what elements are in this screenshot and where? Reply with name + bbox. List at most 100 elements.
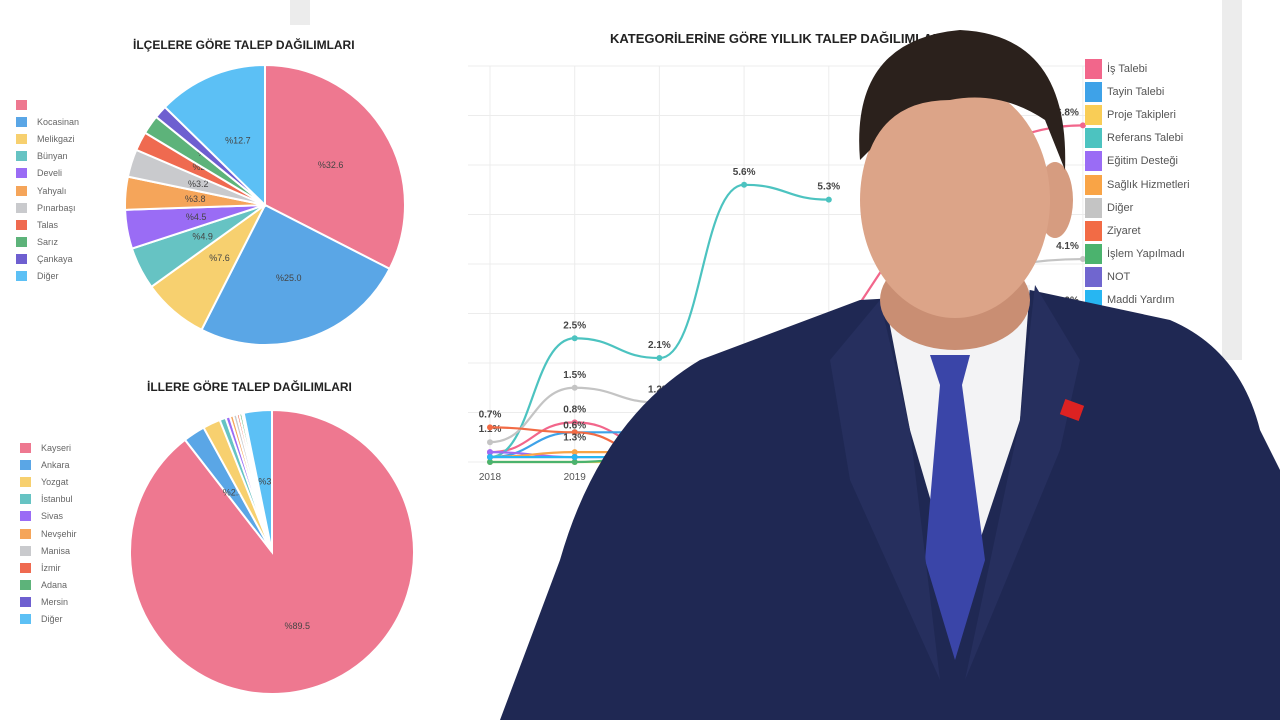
data-point[interactable] <box>487 454 493 461</box>
pie-slice[interactable] <box>163 63 266 208</box>
legend-swatch <box>1085 174 1102 195</box>
legend-swatch <box>20 562 31 573</box>
legend-swatch <box>16 168 27 179</box>
legend-label: Sağlık Hizmetleri <box>1107 178 1190 191</box>
data-label: 5.6% <box>733 167 756 178</box>
legend-label: Diğer <box>1107 201 1134 214</box>
legend-item[interactable]: Diğer <box>20 611 77 628</box>
data-point[interactable] <box>487 449 493 456</box>
legend-label: Kocasinan <box>37 116 80 127</box>
legend-item[interactable]: Diğer <box>16 268 79 285</box>
data-point[interactable] <box>487 424 493 431</box>
data-point[interactable] <box>571 335 578 342</box>
legend-label: İstanbul <box>41 494 73 505</box>
legend-swatch <box>20 511 31 522</box>
data-point[interactable] <box>825 196 832 203</box>
legend-label: Diğer <box>41 614 63 625</box>
legend-item[interactable]: Yahyalı <box>16 182 79 199</box>
legend-label: Nevşehir <box>41 528 77 539</box>
legend-swatch <box>16 271 27 282</box>
legend-item[interactable]: Kayseri <box>20 439 77 456</box>
legend-item[interactable] <box>16 96 79 113</box>
legend-label: Sarız <box>37 237 59 248</box>
data-point[interactable] <box>1079 256 1086 263</box>
legend-item[interactable]: Sağlık Hizmetleri <box>1085 173 1190 196</box>
province-pie-legend: Kayseri Ankara Yozgat İstanbul Sivas Nevşehir… <box>20 439 77 628</box>
legend-item[interactable]: Adana <box>20 577 77 594</box>
legend-item[interactable]: Çankaya <box>16 251 79 268</box>
legend-item[interactable]: Proje Takipleri <box>1085 103 1190 126</box>
legend-swatch <box>16 185 27 196</box>
legend-item[interactable]: Talas <box>16 216 79 233</box>
province-pie-title: İLLERE GÖRE TALEP DAĞILIMLARI <box>147 380 352 394</box>
legend-item[interactable]: Manisa <box>20 542 77 559</box>
data-point[interactable] <box>741 181 748 188</box>
data-point[interactable] <box>571 419 578 426</box>
legend-item[interactable]: Diğer <box>1085 196 1190 219</box>
legend-item[interactable]: Bünyan <box>16 148 79 165</box>
legend-swatch <box>1085 151 1102 172</box>
district-pie-legend: Kocasinan Melikgazi Bünyan Develi Yahyalı Pın… <box>16 96 79 285</box>
data-point[interactable] <box>571 449 578 456</box>
legend-item[interactable]: Ziyaret <box>1085 219 1190 242</box>
pie-slice[interactable] <box>242 408 273 553</box>
legend-swatch <box>20 580 31 591</box>
legend-swatch <box>1085 220 1102 241</box>
legend-item[interactable]: Referans Talebi <box>1085 127 1190 150</box>
legend-item[interactable]: Melikgazi <box>16 130 79 147</box>
legend-item[interactable]: Develi <box>16 165 79 182</box>
legend-item[interactable]: Kocasinan <box>16 113 79 130</box>
legend-label: Referans Talebi <box>1107 132 1184 145</box>
legend-item[interactable]: İşlem Yapılmadı <box>1085 243 1190 266</box>
district-pie-title: İLÇELERE GÖRE TALEP DAĞILIMLARI <box>133 38 355 52</box>
slice-label: %3.8 <box>185 194 206 204</box>
data-point[interactable] <box>571 454 578 461</box>
data-label: 2.1% <box>648 340 671 351</box>
legend-item[interactable]: İş Talebi <box>1085 57 1190 80</box>
legend-item[interactable]: İstanbul <box>20 491 77 508</box>
lapel-right <box>965 285 1080 680</box>
data-point[interactable] <box>571 384 578 391</box>
legend-label: NOT <box>1107 271 1131 284</box>
x-tick-label: 2018 <box>479 472 502 483</box>
legend-swatch <box>16 202 27 213</box>
legend-item[interactable]: Nevşehir <box>20 525 77 542</box>
legend-swatch <box>20 528 31 539</box>
legend-item[interactable]: Pınarbaşı <box>16 199 79 216</box>
legend-swatch <box>1085 81 1102 102</box>
legend-item[interactable]: Sivas <box>20 508 77 525</box>
legend-label: Çankaya <box>37 254 73 265</box>
slice-label: %3 <box>258 476 271 486</box>
data-point[interactable] <box>571 429 578 436</box>
legend-label: Yahyalı <box>37 185 67 196</box>
slice-label: %12.7 <box>225 135 251 145</box>
legend-swatch <box>20 614 31 625</box>
slice-label: %89.5 <box>285 621 311 631</box>
pie-slice[interactable] <box>200 203 391 346</box>
data-label: 0.7% <box>479 409 502 420</box>
legend-label: Diğer <box>37 271 59 282</box>
tie <box>925 355 985 660</box>
data-label: 1.5% <box>563 370 586 381</box>
legend-item[interactable]: NOT <box>1085 266 1190 289</box>
legend-item[interactable]: Tayin Talebi <box>1085 80 1190 103</box>
legend-item[interactable]: Yozgat <box>20 473 77 490</box>
legend-item[interactable]: Sarız <box>16 234 79 251</box>
data-point[interactable] <box>656 355 663 362</box>
legend-swatch <box>1085 104 1102 125</box>
pie-slice[interactable] <box>264 63 406 271</box>
legend-item[interactable]: İzmir <box>20 559 77 576</box>
data-point[interactable] <box>487 459 493 465</box>
legend-item[interactable]: Ankara <box>20 456 77 473</box>
legend-swatch <box>1085 128 1102 149</box>
legend-item[interactable]: Eğitim Desteği <box>1085 150 1190 173</box>
data-point[interactable] <box>1079 122 1086 129</box>
legend-swatch <box>1085 267 1102 288</box>
data-point[interactable] <box>571 459 578 465</box>
data-point[interactable] <box>487 439 493 446</box>
legend-label: İşlem Yapılmadı <box>1107 248 1185 261</box>
legend-label: Proje Takipleri <box>1107 108 1176 121</box>
legend-item[interactable]: Mersin <box>20 594 77 611</box>
slice-label: %7.6 <box>209 253 230 263</box>
legend-label: Yozgat <box>41 476 69 487</box>
